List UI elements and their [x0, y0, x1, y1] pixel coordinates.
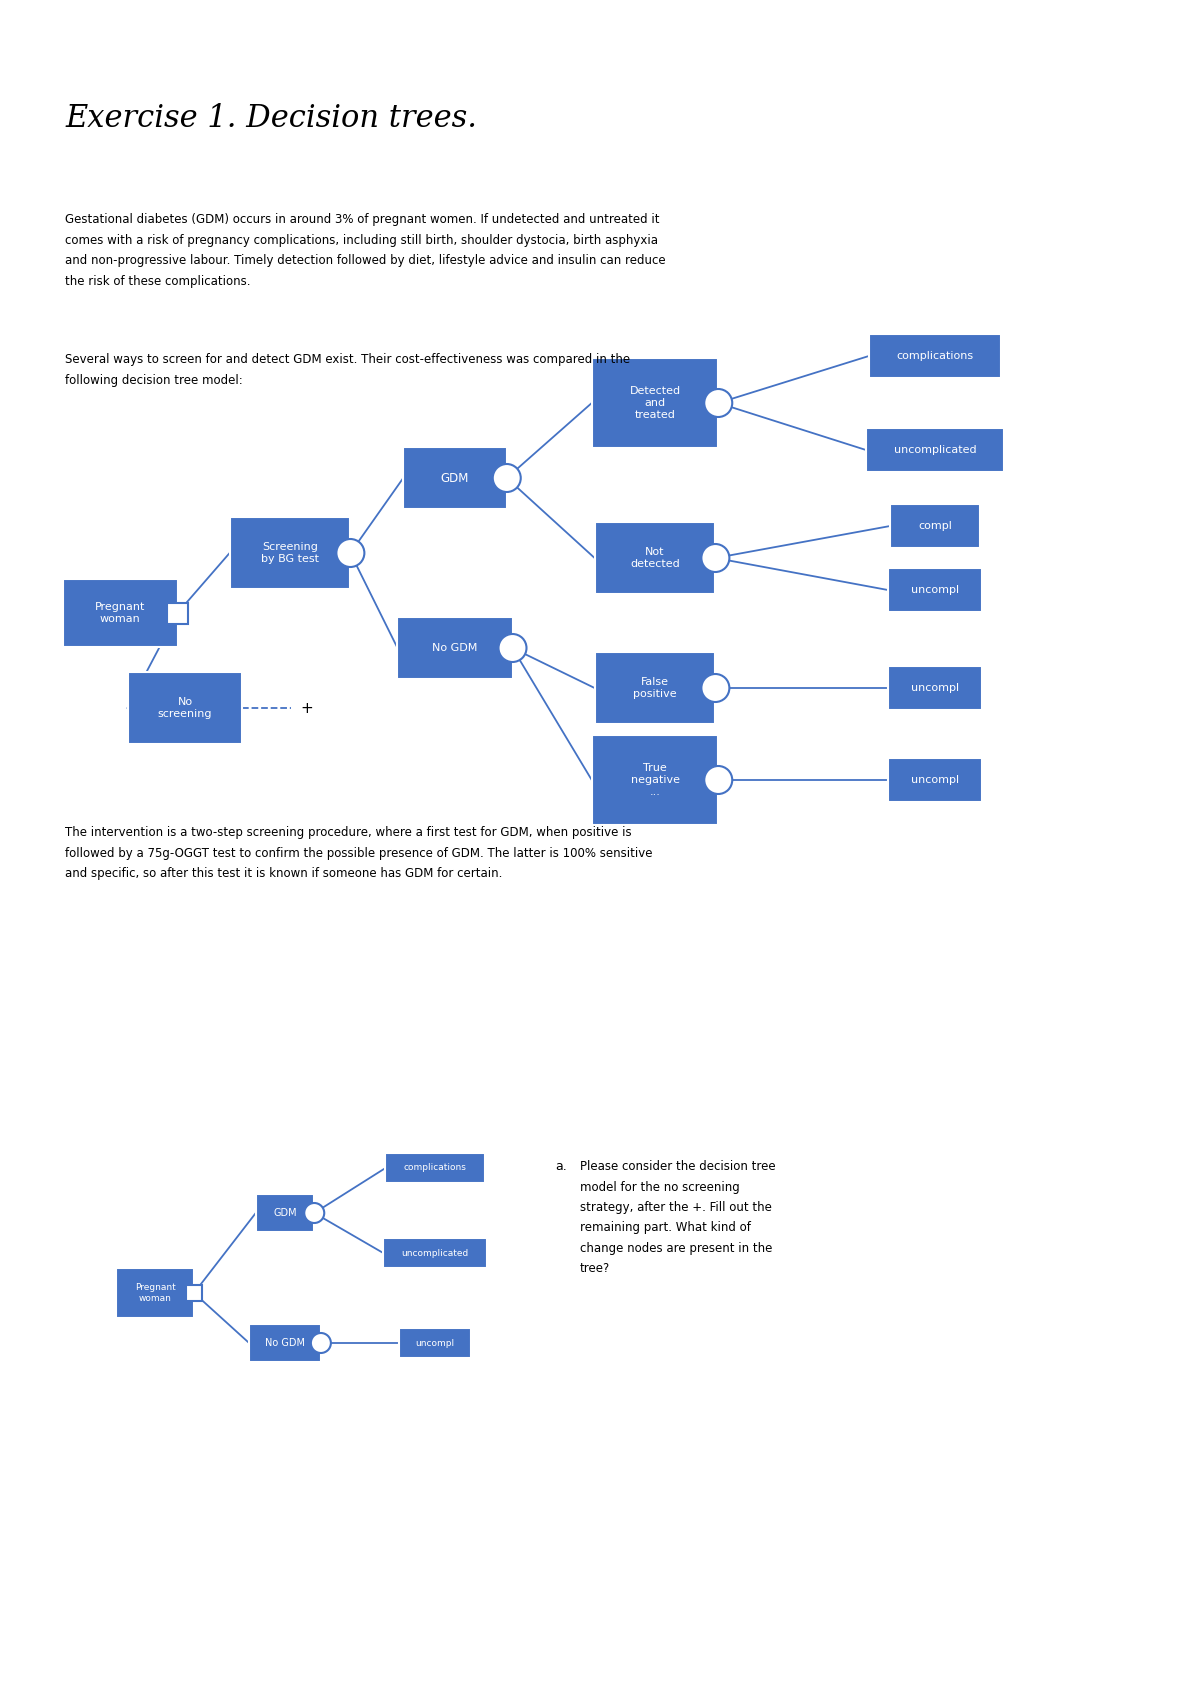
FancyBboxPatch shape	[186, 1285, 202, 1301]
FancyBboxPatch shape	[869, 335, 1001, 379]
FancyBboxPatch shape	[888, 757, 982, 801]
Text: compl: compl	[918, 521, 952, 531]
Text: GDM: GDM	[274, 1207, 296, 1217]
Circle shape	[704, 766, 732, 795]
FancyBboxPatch shape	[256, 1194, 314, 1233]
Text: Detected
and
treated: Detected and treated	[630, 385, 680, 421]
Text: uncompl: uncompl	[911, 774, 959, 784]
Text: uncomplicated: uncomplicated	[401, 1248, 469, 1258]
FancyBboxPatch shape	[866, 428, 1004, 472]
Text: complications: complications	[403, 1163, 467, 1173]
Text: False
positive: False positive	[634, 678, 677, 700]
Text: complications: complications	[896, 351, 973, 362]
Text: Several ways to screen for and detect GDM exist. Their cost-effectiveness was co: Several ways to screen for and detect GD…	[65, 353, 630, 387]
FancyBboxPatch shape	[397, 616, 512, 679]
Text: No GDM: No GDM	[432, 644, 478, 654]
Text: Not
detected: Not detected	[630, 547, 680, 569]
FancyBboxPatch shape	[167, 603, 188, 623]
FancyBboxPatch shape	[127, 672, 242, 744]
Text: Please consider the decision tree
model for the no screening
strategy, after the: Please consider the decision tree model …	[580, 1160, 775, 1275]
FancyBboxPatch shape	[116, 1268, 194, 1318]
FancyBboxPatch shape	[385, 1153, 485, 1184]
Circle shape	[701, 543, 730, 572]
Text: Screening
by BG test: Screening by BG test	[262, 542, 319, 564]
FancyBboxPatch shape	[888, 569, 982, 611]
Text: GDM: GDM	[440, 472, 469, 484]
Circle shape	[493, 464, 521, 492]
Text: Pregnant
woman: Pregnant woman	[134, 1284, 175, 1302]
Text: True
negative
...: True negative ...	[630, 762, 679, 798]
FancyBboxPatch shape	[383, 1238, 487, 1268]
Text: uncompl: uncompl	[911, 586, 959, 594]
Circle shape	[498, 633, 527, 662]
Text: Gestational diabetes (GDM) occurs in around 3% of pregnant women. If undetected : Gestational diabetes (GDM) occurs in aro…	[65, 212, 666, 287]
Circle shape	[305, 1202, 324, 1223]
Text: No GDM: No GDM	[265, 1338, 305, 1348]
FancyBboxPatch shape	[595, 652, 715, 723]
Text: a.: a.	[554, 1160, 566, 1173]
Text: +: +	[300, 701, 313, 715]
FancyBboxPatch shape	[592, 735, 719, 825]
Text: No
screening: No screening	[157, 696, 212, 720]
Text: uncompl: uncompl	[415, 1338, 455, 1348]
FancyBboxPatch shape	[595, 523, 715, 594]
FancyBboxPatch shape	[890, 504, 980, 548]
Circle shape	[311, 1333, 331, 1353]
FancyBboxPatch shape	[592, 358, 719, 448]
Circle shape	[336, 538, 365, 567]
Text: Exercise 1. Decision trees.: Exercise 1. Decision trees.	[65, 104, 478, 134]
Text: uncomplicated: uncomplicated	[894, 445, 977, 455]
Text: The intervention is a two-step screening procedure, where a first test for GDM, : The intervention is a two-step screening…	[65, 825, 653, 880]
Text: uncompl: uncompl	[911, 683, 959, 693]
FancyBboxPatch shape	[229, 518, 350, 589]
Circle shape	[701, 674, 730, 701]
FancyBboxPatch shape	[888, 666, 982, 710]
FancyBboxPatch shape	[250, 1324, 320, 1362]
FancyBboxPatch shape	[403, 447, 506, 509]
FancyBboxPatch shape	[398, 1328, 470, 1358]
Text: Pregnant
woman: Pregnant woman	[95, 601, 145, 625]
Circle shape	[704, 389, 732, 418]
FancyBboxPatch shape	[62, 579, 178, 647]
